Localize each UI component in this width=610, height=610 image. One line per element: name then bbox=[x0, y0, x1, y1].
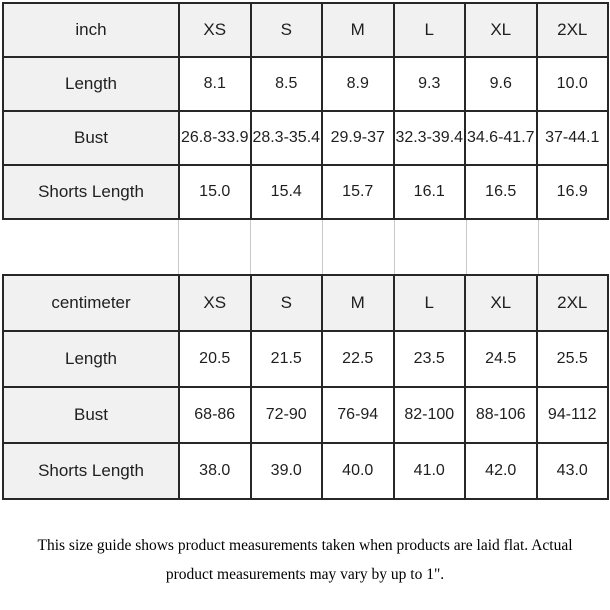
measurement-cell: 8.1 bbox=[178, 56, 252, 112]
measurement-cell: 34.6-41.7 bbox=[464, 110, 538, 166]
table-row: Shorts Length 38.0 39.0 40.0 41.0 42.0 4… bbox=[2, 442, 609, 500]
size-table-inch: inch XS S M L XL 2XL Length 8.1 8.5 8.9 … bbox=[2, 2, 609, 220]
measurement-cell: 68-86 bbox=[178, 386, 252, 444]
table-header-row: inch XS S M L XL 2XL bbox=[2, 2, 609, 58]
measurement-cell: 9.3 bbox=[392, 56, 466, 112]
size-guide: inch XS S M L XL 2XL Length 8.1 8.5 8.9 … bbox=[0, 2, 610, 589]
measurement-cell: 9.6 bbox=[464, 56, 538, 112]
measurement-cell: 23.5 bbox=[392, 330, 466, 388]
size-header-cell: S bbox=[249, 274, 323, 332]
measurement-cell: 43.0 bbox=[535, 442, 609, 500]
size-header-cell: S bbox=[249, 2, 323, 58]
column-divider bbox=[539, 220, 607, 274]
measurement-cell: 20.5 bbox=[178, 330, 252, 388]
unit-header-cell: centimeter bbox=[2, 274, 180, 332]
measurement-cell: 8.5 bbox=[249, 56, 323, 112]
measurement-cell: 8.9 bbox=[321, 56, 395, 112]
measurement-cell: 25.5 bbox=[535, 330, 609, 388]
measurement-cell: 37-44.1 bbox=[535, 110, 609, 166]
unit-header-cell: inch bbox=[2, 2, 180, 58]
column-divider bbox=[2, 220, 179, 274]
table-row: Bust 26.8-33.9 28.3-35.4 29.9-37 32.3-39… bbox=[2, 110, 609, 166]
measurement-cell: 40.0 bbox=[321, 442, 395, 500]
size-header-cell: XL bbox=[464, 2, 538, 58]
size-header-cell: L bbox=[392, 274, 466, 332]
column-divider bbox=[179, 220, 251, 274]
table-row: Bust 68-86 72-90 76-94 82-100 88-106 94-… bbox=[2, 386, 609, 444]
column-divider bbox=[323, 220, 395, 274]
size-header-cell: M bbox=[321, 274, 395, 332]
table-gap-strip bbox=[2, 220, 607, 274]
measurement-cell: 32.3-39.4 bbox=[392, 110, 466, 166]
column-divider bbox=[395, 220, 467, 274]
measurement-cell: 94-112 bbox=[535, 386, 609, 444]
size-header-cell: XS bbox=[178, 2, 252, 58]
measurement-cell: 39.0 bbox=[249, 442, 323, 500]
measurement-cell: 42.0 bbox=[464, 442, 538, 500]
measurement-cell: 15.7 bbox=[321, 164, 395, 220]
measurement-cell: 88-106 bbox=[464, 386, 538, 444]
size-guide-disclaimer: This size guide shows product measuremen… bbox=[37, 537, 573, 583]
table-header-row: centimeter XS S M L XL 2XL bbox=[2, 274, 609, 332]
row-label-cell: Length bbox=[2, 330, 180, 388]
size-header-cell: L bbox=[392, 2, 466, 58]
measurement-cell: 21.5 bbox=[249, 330, 323, 388]
column-divider bbox=[251, 220, 323, 274]
row-label-cell: Length bbox=[2, 56, 180, 112]
table-row: Shorts Length 15.0 15.4 15.7 16.1 16.5 1… bbox=[2, 164, 609, 220]
size-header-cell: 2XL bbox=[535, 2, 609, 58]
row-label-cell: Bust bbox=[2, 386, 180, 444]
measurement-cell: 24.5 bbox=[464, 330, 538, 388]
measurement-cell: 29.9-37 bbox=[321, 110, 395, 166]
measurement-cell: 10.0 bbox=[535, 56, 609, 112]
measurement-cell: 72-90 bbox=[249, 386, 323, 444]
measurement-cell: 16.1 bbox=[392, 164, 466, 220]
measurement-cell: 26.8-33.9 bbox=[178, 110, 252, 166]
size-header-cell: XS bbox=[178, 274, 252, 332]
table-row: Length 20.5 21.5 22.5 23.5 24.5 25.5 bbox=[2, 330, 609, 388]
measurement-cell: 28.3-35.4 bbox=[249, 110, 323, 166]
measurement-cell: 16.9 bbox=[535, 164, 609, 220]
measurement-cell: 41.0 bbox=[392, 442, 466, 500]
measurement-cell: 15.4 bbox=[249, 164, 323, 220]
measurement-cell: 16.5 bbox=[464, 164, 538, 220]
size-header-cell: M bbox=[321, 2, 395, 58]
measurement-cell: 76-94 bbox=[321, 386, 395, 444]
measurement-cell: 22.5 bbox=[321, 330, 395, 388]
row-label-cell: Bust bbox=[2, 110, 180, 166]
size-header-cell: 2XL bbox=[535, 274, 609, 332]
measurement-cell: 15.0 bbox=[178, 164, 252, 220]
measurement-cell: 82-100 bbox=[392, 386, 466, 444]
table-row: Length 8.1 8.5 8.9 9.3 9.6 10.0 bbox=[2, 56, 609, 112]
column-divider bbox=[467, 220, 539, 274]
row-label-cell: Shorts Length bbox=[2, 442, 180, 500]
size-header-cell: XL bbox=[464, 274, 538, 332]
row-label-cell: Shorts Length bbox=[2, 164, 180, 220]
measurement-cell: 38.0 bbox=[178, 442, 252, 500]
size-table-centimeter: centimeter XS S M L XL 2XL Length 20.5 2… bbox=[2, 274, 609, 500]
